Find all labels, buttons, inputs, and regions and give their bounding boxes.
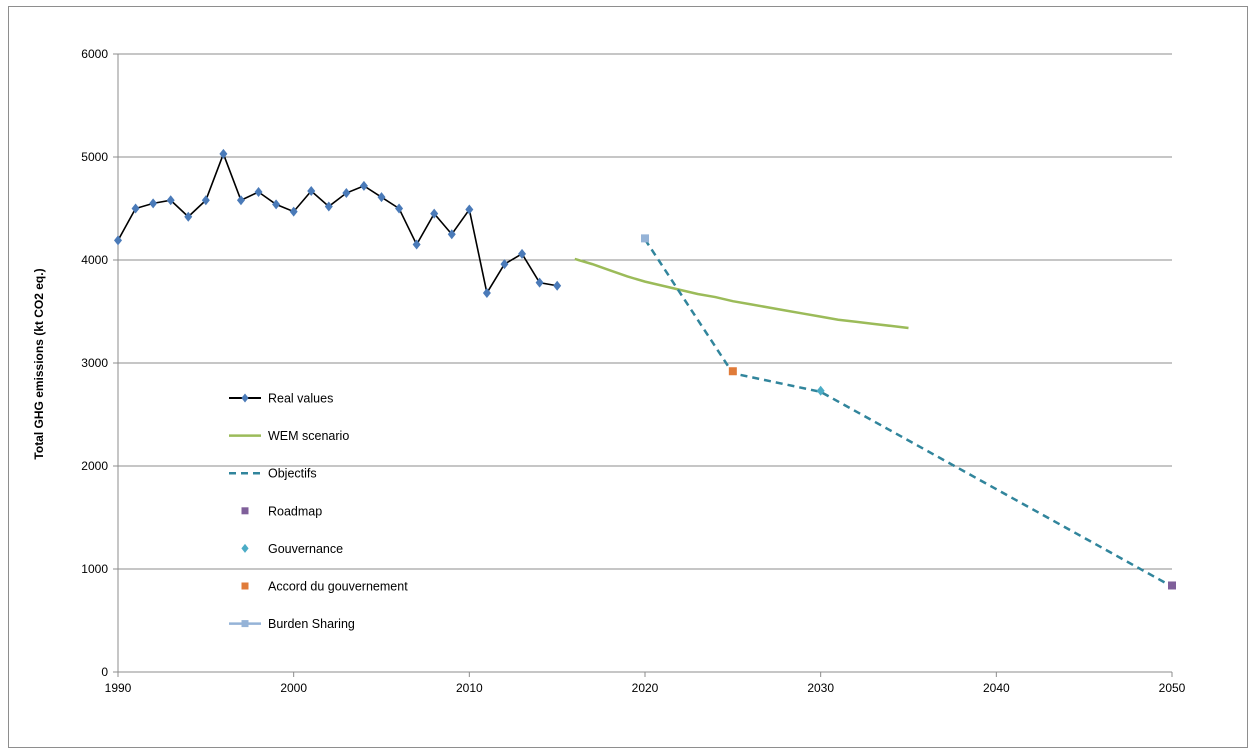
legend-item: WEM scenario	[229, 429, 349, 443]
real-values-point	[395, 203, 404, 214]
legend: Real values WEM scenario Objectifs Roadmap G…	[229, 392, 408, 631]
real-values-point	[342, 188, 351, 199]
legend-label: Gouvernance	[268, 542, 343, 556]
real-values-point	[482, 287, 491, 298]
real-values-point	[184, 211, 193, 222]
legend-marker	[241, 620, 249, 628]
legend-item: Roadmap	[241, 504, 322, 518]
gridlines	[118, 53, 1172, 570]
real-values-point	[307, 185, 316, 196]
y-axis-label: Total GHG emissions (kt CO2 eq.)	[32, 268, 46, 459]
y-tick-label: 2000	[81, 459, 108, 473]
legend-label: Accord du gouvernement	[268, 580, 408, 594]
gouvernance-point	[816, 385, 825, 396]
series-wem-scenario-line	[574, 257, 909, 330]
x-tick-label: 2020	[632, 681, 659, 695]
x-tick-label: 2050	[1159, 681, 1186, 695]
series-objectifs-line	[643, 238, 1173, 588]
real-values-point	[359, 180, 368, 191]
legend-marker	[241, 582, 249, 590]
legend-label: Burden Sharing	[268, 617, 355, 631]
legend-label: Objectifs	[268, 467, 317, 481]
real-values-point	[131, 203, 140, 214]
real-values-point	[289, 206, 298, 217]
legend-marker	[241, 543, 249, 553]
legend-item: Gouvernance	[241, 542, 343, 556]
real-values-point	[254, 187, 263, 198]
axes	[113, 53, 1173, 677]
plot-area	[114, 148, 1176, 590]
y-tick-label: 4000	[81, 253, 108, 267]
legend-item: Burden Sharing	[229, 617, 355, 631]
legend-label: Real values	[268, 392, 333, 406]
y-tick-label: 0	[101, 665, 108, 679]
real-values-point	[500, 259, 509, 270]
real-values-point	[553, 280, 562, 291]
real-values-point	[535, 277, 544, 288]
real-values-point	[149, 198, 158, 209]
real-values-point	[219, 148, 228, 159]
real-values-point	[430, 208, 439, 219]
real-values-point	[518, 248, 527, 259]
real-values-point	[324, 201, 333, 212]
chart-frame	[8, 6, 1248, 748]
burden-sharing-point	[641, 234, 649, 243]
real-values-point	[447, 229, 456, 240]
y-tick-label: 1000	[81, 562, 108, 576]
roadmap-point	[1168, 581, 1176, 590]
legend-item: Real values	[229, 392, 333, 406]
real-values-point	[166, 195, 175, 206]
legend-marker	[241, 507, 249, 515]
real-values-point	[377, 192, 386, 203]
x-tick-label: 2040	[983, 681, 1010, 695]
real-values-point	[201, 195, 210, 206]
x-tick-label: 2030	[807, 681, 834, 695]
y-tick-label: 6000	[81, 47, 108, 61]
real-values-point	[272, 199, 281, 210]
legend-label: WEM scenario	[268, 429, 349, 443]
tick-labels: 0 1000 2000 3000 4000 5000 6000 1990 2000 2010 202…	[81, 47, 1185, 695]
real-values-point	[412, 239, 421, 250]
accord-du-gouvernement-point	[728, 367, 737, 376]
legend-label: Roadmap	[268, 504, 322, 518]
x-tick-label: 1990	[105, 681, 132, 695]
legend-item: Objectifs	[229, 467, 317, 481]
series-real-values-line	[117, 151, 558, 296]
real-values-point	[465, 204, 474, 215]
y-tick-label: 3000	[81, 356, 108, 370]
real-values-point	[236, 195, 245, 206]
y-tick-label: 5000	[81, 150, 108, 164]
x-tick-label: 2010	[456, 681, 483, 695]
real-values-point	[114, 235, 122, 246]
legend-marker	[241, 393, 249, 403]
legend-item: Accord du gouvernement	[241, 580, 408, 594]
x-tick-label: 2000	[280, 681, 307, 695]
